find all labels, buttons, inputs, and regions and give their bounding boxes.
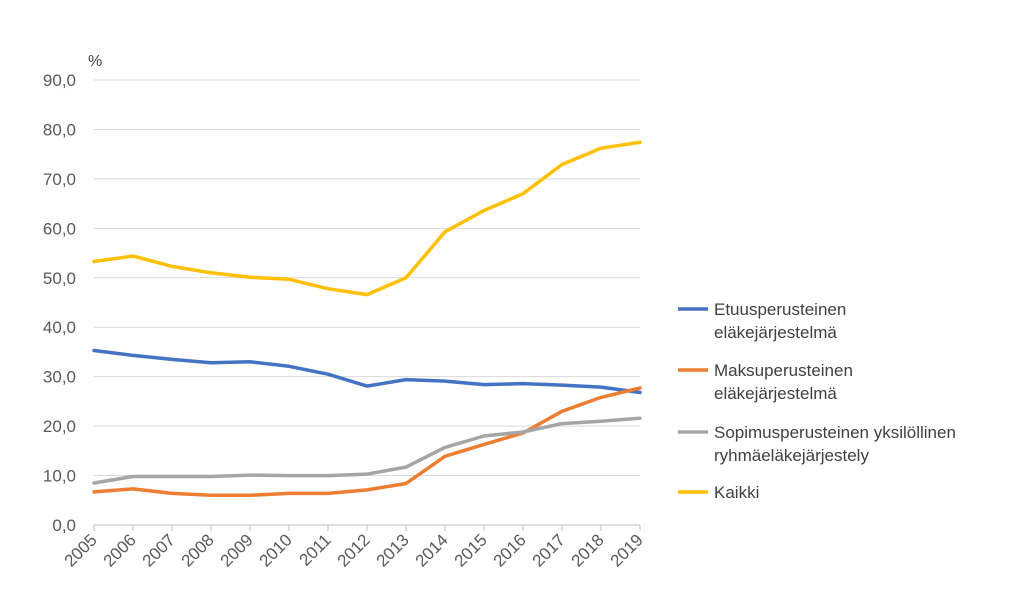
y-tick-label: 70,0 [43,170,76,189]
x-tick-label: 2010 [256,530,296,570]
series-line [92,348,642,395]
legend-label: Kaikki [714,483,759,502]
y-axis-unit: % [88,53,102,70]
series-lines [92,140,642,498]
series-line [92,416,642,485]
y-tick-label: 30,0 [43,368,76,387]
x-tick-label: 2006 [100,530,140,570]
x-axis [93,524,641,531]
gridlines [94,79,640,477]
series-line [92,386,642,498]
x-tick-label: 2018 [568,530,608,570]
x-tick-label: 2016 [490,530,530,570]
y-tick-label: 80,0 [43,120,76,139]
series-line [92,140,642,297]
y-tick-label: 50,0 [43,269,76,288]
legend-label: Etuusperusteinen [714,300,846,319]
y-axis-tick-labels: 0,0 10,0 20,0 30,0 40,0 50,0 60,0 70,0 80,0 90,0 [43,71,76,535]
y-tick-label: 40,0 [43,318,76,337]
x-tick-label: 2011 [296,530,335,569]
y-tick-label: 90,0 [43,71,76,90]
x-tick-label: 2009 [217,530,257,570]
legend-label: eläkejärjestelmä [714,384,837,403]
x-tick-label: 2007 [139,530,179,570]
x-tick-label: 2008 [178,530,218,570]
x-tick-label: 2014 [412,530,452,570]
y-tick-label: 10,0 [43,467,76,486]
x-tick-label: 2015 [451,530,491,570]
x-tick-label: 2017 [529,530,569,570]
x-tick-label: 2019 [607,530,647,570]
legend-label: Maksuperusteinen [714,361,853,380]
y-tick-label: 20,0 [43,417,76,436]
legend: Etuusperusteinen eläkejärjestelmä Maksuper… [678,300,956,502]
legend-label: ryhmäeläkejärjestely [714,446,869,465]
x-tick-label: 2013 [373,530,413,570]
x-tick-label: 2012 [334,530,374,570]
legend-label: eläkejärjestelmä [714,323,837,342]
y-tick-label: 0,0 [52,516,76,535]
y-tick-label: 60,0 [43,219,76,238]
legend-label: Sopimusperusteinen yksilöllinen [714,423,956,442]
x-tick-label: 2005 [61,530,101,570]
